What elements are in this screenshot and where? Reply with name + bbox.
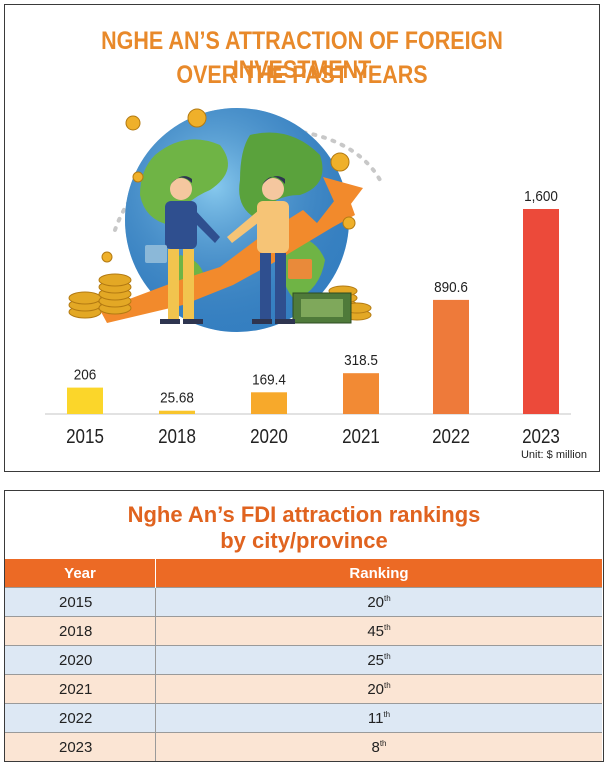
ranking-cell: 20th [155, 587, 602, 617]
year-cell: 2023 [5, 732, 156, 761]
ordinal-suffix: th [384, 593, 391, 603]
table-row: 2021 20th [5, 674, 602, 704]
rankings-table: Year Ranking 2015 20th 2018 45th 2020 25th 202… [5, 559, 602, 761]
ordinal-suffix: th [379, 738, 387, 748]
x-tick-label-2015: 2015 [66, 425, 104, 448]
ordinal-suffix: th [383, 709, 391, 719]
bar-2018 [159, 410, 195, 414]
ordinal-suffix: th [384, 651, 391, 661]
unit-label: Unit: $ million [520, 449, 587, 461]
data-label-2023: 1,600 [524, 188, 558, 205]
ranking-cell: 20th [155, 674, 602, 704]
year-cell: 2015 [5, 587, 156, 617]
ranking-value: 45 [367, 622, 384, 640]
bar-2022 [433, 299, 469, 414]
bar-chart: 206 2015 25.68 2018 169.4 2020 318.5 2021 890.6 2… [45, 108, 571, 448]
bar-2023 [523, 209, 559, 414]
x-tick-label-2023: 2023 [522, 425, 560, 448]
investment-chart-panel: NGHE AN’S ATTRACTION OF FOREIGN INVESTME… [4, 4, 600, 472]
rising-arrow-icon [100, 187, 355, 323]
bar-2021 [343, 373, 379, 414]
table-row: 2022 11th [5, 703, 602, 733]
table-row: 2015 20th [5, 587, 602, 617]
data-label-2020: 169.4 [252, 372, 286, 389]
x-tick-label-2018: 2018 [158, 425, 196, 448]
table-row: 2018 45th [5, 616, 602, 646]
businessman-right-icon [227, 176, 312, 324]
floating-coin-icon [101, 108, 356, 263]
ranking-cell: 45th [155, 616, 602, 646]
ranking-value: 25 [367, 651, 384, 669]
ranking-value: 20 [367, 593, 384, 611]
table-header-row: Year Ranking [5, 559, 602, 588]
x-tick-label-2022: 2022 [432, 425, 470, 448]
data-label-2018: 25.68 [160, 390, 194, 407]
year-cell: 2022 [5, 703, 156, 733]
data-label-2022: 890.6 [434, 279, 468, 296]
column-header-year: Year [5, 559, 156, 588]
table-row: 2023 8th [5, 732, 602, 761]
ranking-cell: 11th [155, 703, 602, 733]
ranking-cell: 25th [155, 645, 602, 675]
column-header-ranking: Ranking [155, 559, 602, 588]
rankings-title-line1: Nghe An’s FDI attraction rankings [127, 502, 481, 527]
year-cell: 2021 [5, 674, 156, 704]
rankings-panel: Nghe An’s FDI attraction rankings by cit… [4, 490, 604, 762]
x-tick-label-2021: 2021 [342, 425, 380, 448]
data-label-2015: 206 [74, 367, 97, 384]
chart-title-line2: OVER THE PAST YEARS [176, 61, 428, 89]
ranking-value: 20 [367, 680, 384, 698]
ranking-value: 11 [367, 709, 384, 727]
ranking-value: 8 [371, 738, 380, 756]
ordinal-suffix: th [384, 680, 391, 690]
chart-title-line1: NGHE AN’S ATTRACTION OF FOREIGN INVESTME… [101, 27, 503, 84]
bar-2015 [67, 387, 103, 414]
year-cell: 2020 [5, 645, 156, 675]
data-label-2021: 318.5 [344, 353, 378, 370]
ordinal-suffix: th [384, 622, 391, 632]
x-tick-label-2020: 2020 [250, 425, 288, 448]
ranking-cell: 8th [155, 732, 602, 761]
table-row: 2020 25th [5, 645, 602, 675]
bar-2020 [251, 392, 287, 414]
year-cell: 2018 [5, 616, 156, 646]
rankings-title-line2: by city/province [220, 528, 388, 553]
businessman-left-icon [145, 176, 220, 324]
handshake-illustration [68, 108, 382, 332]
